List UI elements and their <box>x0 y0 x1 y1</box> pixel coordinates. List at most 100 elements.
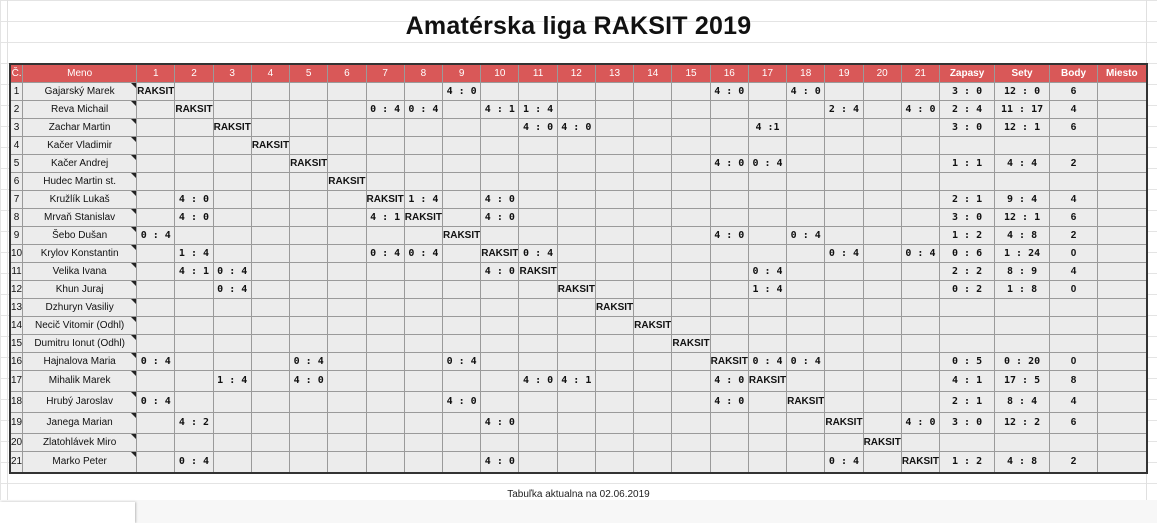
sets-total[interactable]: 17 : 5 <box>994 370 1051 392</box>
place-cell[interactable] <box>1097 352 1148 371</box>
empty-match-cell[interactable] <box>289 391 329 413</box>
points-total[interactable]: 6 <box>1049 118 1099 137</box>
player-number[interactable]: 16 <box>9 352 24 371</box>
sets-total[interactable]: 12 : 2 <box>994 412 1051 434</box>
empty-match-cell[interactable] <box>518 412 558 434</box>
empty-match-cell[interactable] <box>556 316 596 335</box>
empty-match-cell[interactable] <box>862 172 902 191</box>
empty-match-cell[interactable] <box>136 118 176 137</box>
matches-total[interactable]: 3 : 0 <box>939 412 996 434</box>
empty-match-cell[interactable] <box>365 280 405 299</box>
match-score-cell[interactable]: 4 : 0 <box>518 370 558 392</box>
empty-match-cell[interactable] <box>900 226 941 245</box>
match-score-cell[interactable]: 0 : 4 <box>441 352 482 371</box>
place-cell[interactable] <box>1097 298 1148 317</box>
match-score-cell[interactable]: 4 : 0 <box>441 82 482 101</box>
empty-match-cell[interactable] <box>709 451 749 474</box>
player-number[interactable]: 10 <box>9 244 24 263</box>
empty-match-cell[interactable] <box>633 280 673 299</box>
points-total[interactable]: 0 <box>1049 280 1099 299</box>
empty-match-cell[interactable] <box>633 190 673 209</box>
player-name[interactable]: Reva Michail <box>22 100 138 119</box>
empty-match-cell[interactable] <box>671 298 711 317</box>
empty-match-cell[interactable] <box>174 391 214 413</box>
empty-match-cell[interactable] <box>212 190 252 209</box>
empty-match-cell[interactable] <box>747 412 788 434</box>
empty-match-cell[interactable] <box>862 298 902 317</box>
place-cell[interactable] <box>1097 451 1148 474</box>
sets-total[interactable]: 4 : 4 <box>994 154 1051 173</box>
player-name[interactable]: Kružlík Lukaš <box>22 190 138 209</box>
self-match-cell[interactable]: RAKSIT <box>556 280 596 299</box>
empty-match-cell[interactable] <box>747 82 788 101</box>
empty-match-cell[interactable] <box>327 298 367 317</box>
player-number[interactable]: 9 <box>9 226 24 245</box>
match-score-cell[interactable]: 0 : 4 <box>212 280 252 299</box>
place-cell[interactable] <box>1097 370 1148 392</box>
empty-match-cell[interactable] <box>786 190 826 209</box>
points-total[interactable]: 4 <box>1049 100 1099 119</box>
empty-match-cell[interactable] <box>824 391 864 413</box>
self-match-cell[interactable]: RAKSIT <box>136 82 176 101</box>
empty-match-cell[interactable] <box>671 154 711 173</box>
empty-match-cell[interactable] <box>289 262 329 281</box>
empty-match-cell[interactable] <box>862 412 902 434</box>
empty-match-cell[interactable] <box>327 316 367 335</box>
empty-match-cell[interactable] <box>212 298 252 317</box>
empty-match-cell[interactable] <box>824 154 864 173</box>
match-score-cell[interactable]: 1 : 4 <box>518 100 558 119</box>
player-name[interactable]: Gajarský Marek <box>22 82 138 101</box>
player-number[interactable]: 18 <box>9 391 24 413</box>
empty-match-cell[interactable] <box>136 244 176 263</box>
empty-match-cell[interactable] <box>862 190 902 209</box>
empty-match-cell[interactable] <box>594 433 635 452</box>
empty-match-cell[interactable] <box>136 433 176 452</box>
empty-match-cell[interactable] <box>480 280 520 299</box>
self-match-cell[interactable]: RAKSIT <box>709 352 749 371</box>
player-name[interactable]: Hudec Martin st. <box>22 172 138 191</box>
empty-match-cell[interactable] <box>289 82 329 101</box>
player-number[interactable]: 20 <box>9 433 24 452</box>
player-name[interactable]: Kačer Vladimir <box>22 136 138 155</box>
empty-match-cell[interactable] <box>518 208 558 227</box>
self-match-cell[interactable]: RAKSIT <box>633 316 673 335</box>
empty-match-cell[interactable] <box>824 280 864 299</box>
player-number[interactable]: 15 <box>9 334 24 353</box>
match-score-cell[interactable]: 0 : 4 <box>518 244 558 263</box>
match-score-cell[interactable]: 4 : 2 <box>174 412 214 434</box>
player-name[interactable]: Mihalik Marek <box>22 370 138 392</box>
empty-match-cell[interactable] <box>709 100 749 119</box>
matches-total[interactable]: 2 : 2 <box>939 262 996 281</box>
empty-match-cell[interactable] <box>480 433 520 452</box>
empty-match-cell[interactable] <box>633 451 673 474</box>
empty-match-cell[interactable] <box>250 118 291 137</box>
empty-match-cell[interactable] <box>365 136 405 155</box>
empty-match-cell[interactable] <box>594 412 635 434</box>
points-total[interactable]: 0 <box>1049 352 1099 371</box>
empty-match-cell[interactable] <box>747 208 788 227</box>
matches-total[interactable] <box>939 316 996 335</box>
empty-match-cell[interactable] <box>862 370 902 392</box>
empty-match-cell[interactable] <box>441 262 482 281</box>
empty-match-cell[interactable] <box>480 316 520 335</box>
empty-match-cell[interactable] <box>212 100 252 119</box>
empty-match-cell[interactable] <box>862 226 902 245</box>
self-match-cell[interactable]: RAKSIT <box>747 370 788 392</box>
empty-match-cell[interactable] <box>900 172 941 191</box>
empty-match-cell[interactable] <box>747 172 788 191</box>
empty-match-cell[interactable] <box>671 262 711 281</box>
empty-match-cell[interactable] <box>327 244 367 263</box>
empty-match-cell[interactable] <box>441 208 482 227</box>
empty-match-cell[interactable] <box>250 280 291 299</box>
player-number[interactable]: 17 <box>9 370 24 392</box>
self-match-cell[interactable]: RAKSIT <box>174 100 214 119</box>
empty-match-cell[interactable] <box>862 316 902 335</box>
match-score-cell[interactable]: 0 : 4 <box>174 451 214 474</box>
player-number[interactable]: 11 <box>9 262 24 281</box>
empty-match-cell[interactable] <box>174 298 214 317</box>
empty-match-cell[interactable] <box>327 352 367 371</box>
player-name[interactable]: Zlatohlávek Miro <box>22 433 138 452</box>
empty-match-cell[interactable] <box>441 370 482 392</box>
empty-match-cell[interactable] <box>900 352 941 371</box>
place-cell[interactable] <box>1097 190 1148 209</box>
